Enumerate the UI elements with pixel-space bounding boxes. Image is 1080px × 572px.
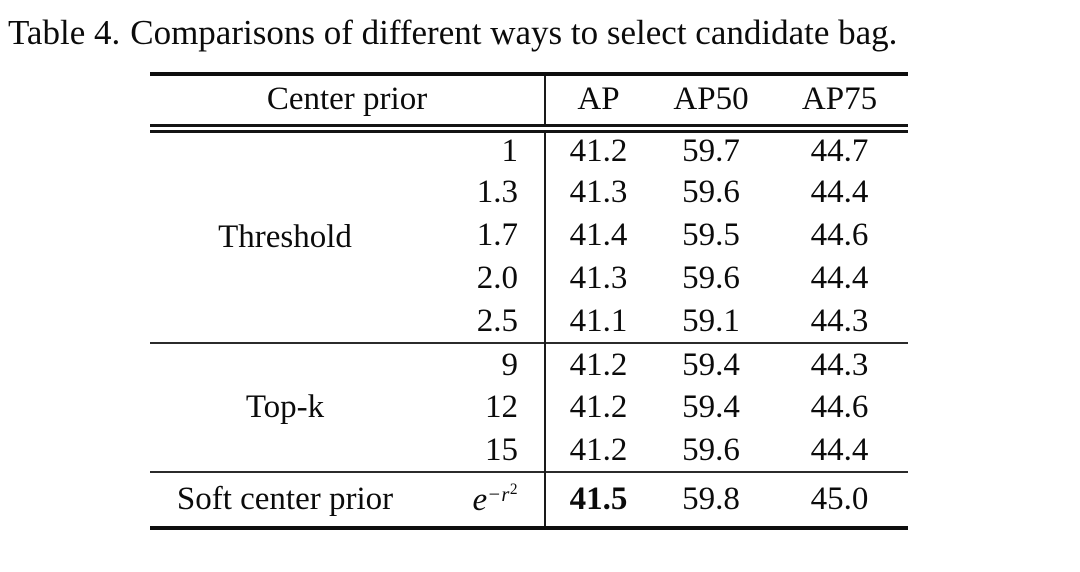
header-row: Center prior AP AP50 AP75: [150, 74, 909, 133]
math-e: e: [472, 482, 488, 518]
param-cell: 2.0: [476, 260, 519, 296]
group-label-soft-center-prior: Soft center prior: [150, 471, 420, 528]
ap75-cell: 44.6: [810, 389, 869, 425]
ap50-cell: 59.6: [682, 174, 740, 210]
ap75-cell: 44.4: [810, 174, 869, 210]
ap50-cell: 59.7: [682, 133, 740, 170]
ap75-cell: 44.6: [810, 217, 869, 253]
table-row: 1.7 41.4 59.5 44.6: [150, 214, 908, 257]
ap50-cell: 59.1: [682, 302, 740, 339]
header-center-prior: Center prior: [150, 74, 546, 133]
math-exponent: −r: [487, 484, 510, 506]
param-cell: 15: [485, 431, 519, 468]
table-header: Center prior AP AP50 AP75: [150, 74, 909, 133]
table-row-soft-center-prior: Soft center prior e−r2 41.5 59.8 45.0: [150, 471, 909, 528]
param-cell: 2.5: [476, 302, 519, 339]
math-exponent-power: 2: [509, 481, 519, 498]
ap50-cell: 59.6: [682, 431, 740, 468]
param-cell: 1.7: [476, 217, 519, 253]
ap-cell: 41.2: [544, 128, 652, 171]
table-row: 15 41.2 59.6 44.4: [150, 429, 908, 472]
param-cell: 12: [485, 389, 519, 425]
table-row: 2.0 41.3 59.6 44.4: [150, 257, 908, 300]
table-row: Top-k 9 41.2 59.4 44.3: [150, 342, 909, 472]
ap50-cell: 59.4: [651, 342, 772, 386]
ap75-cell: 44.3: [810, 302, 869, 339]
ap-cell: 41.2: [544, 386, 652, 429]
group-label-threshold: Threshold: [218, 218, 352, 255]
ap-cell-best: 41.5: [544, 471, 652, 528]
ap50-cell: 59.4: [682, 389, 740, 425]
header-ap50: AP50: [651, 74, 772, 133]
ap-cell: 41.2: [544, 342, 652, 386]
header-ap: AP: [544, 74, 652, 133]
table-caption-label: Table 4.: [8, 13, 121, 52]
ap75-cell: 45.0: [771, 471, 909, 528]
header-ap75: AP75: [771, 74, 909, 133]
ap75-cell: 44.3: [771, 342, 909, 386]
ap-cell: 41.1: [544, 300, 652, 343]
param-cell: 1.3: [476, 174, 519, 210]
table-body: Threshold 1 41.2 59.7 44.7 1.3 41.3 59.6…: [150, 128, 909, 528]
ap50-cell: 59.5: [682, 217, 740, 253]
table-row: 12 41.2 59.4 44.6: [150, 386, 908, 429]
param-cell: 1: [501, 133, 519, 170]
ap50-cell: 59.6: [682, 260, 740, 296]
group-label-top-k: Top-k: [150, 342, 420, 472]
ap-cell: 41.4: [544, 214, 652, 257]
ap75-cell: 44.4: [810, 260, 869, 296]
ap-cell: 41.3: [544, 171, 652, 214]
table-caption: Table 4. Comparisons of different ways to…: [0, 0, 1080, 54]
ap50-cell: 59.8: [651, 471, 772, 528]
ap75-cell: 44.4: [810, 431, 869, 468]
param-cell: 9: [420, 342, 546, 386]
table-row: 2.5 41.1 59.1 44.3: [150, 300, 908, 343]
table-row: 1.3 41.3 59.6 44.4: [150, 171, 908, 214]
table-caption-text: Comparisons of different ways to select …: [130, 13, 898, 52]
param-cell-math: e−r2: [420, 471, 546, 528]
ap-cell: 41.2: [544, 429, 652, 472]
ap-cell: 41.3: [544, 257, 652, 300]
ap75-cell: 44.7: [810, 133, 869, 170]
table-row: Threshold 1 41.2 59.7 44.7: [150, 128, 908, 253]
results-table: Center prior AP AP50 AP75 Threshold 1 41…: [150, 72, 909, 530]
